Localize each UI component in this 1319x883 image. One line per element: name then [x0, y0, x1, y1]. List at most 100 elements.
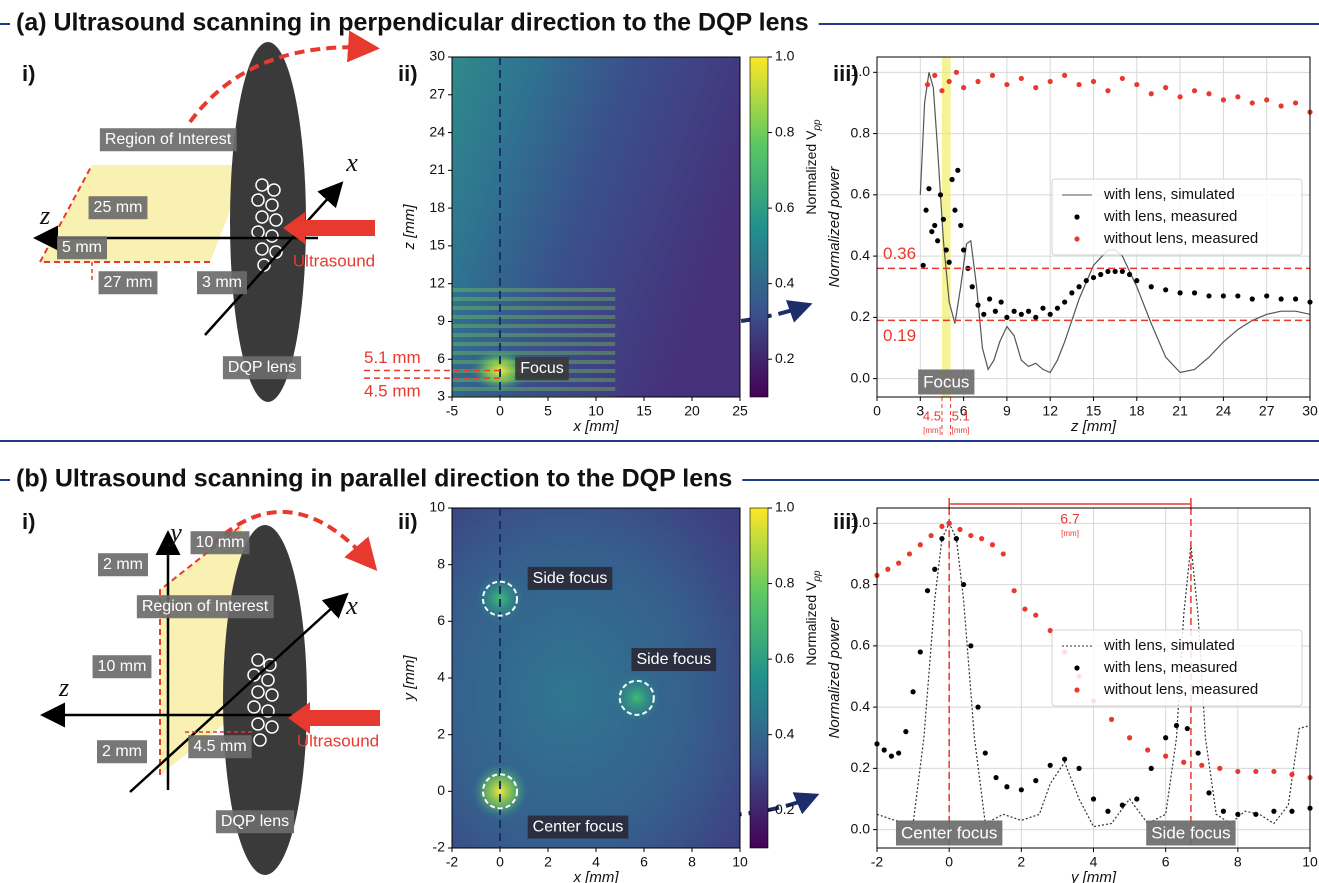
diagram-label: DQP lens: [228, 359, 296, 376]
data-point: [1253, 811, 1259, 817]
data-point: [946, 78, 952, 85]
data-point: [1076, 765, 1082, 771]
data-point: [1083, 278, 1089, 284]
diagram-label: 5 mm: [62, 239, 102, 256]
diagram-label: 27 mm: [104, 274, 153, 291]
legend-box: [1051, 178, 1303, 256]
y-axis-label: Normalized power: [826, 617, 843, 739]
data-point: [1206, 790, 1212, 796]
data-point: [1220, 293, 1226, 299]
data-point: [943, 247, 949, 253]
data-point: [975, 302, 981, 308]
highlight-label: 4.5: [923, 408, 941, 423]
x-tick-label: 8: [1234, 854, 1242, 870]
data-point: [881, 747, 887, 753]
data-point: [958, 222, 964, 229]
y-tick-label: 0.6: [851, 186, 871, 202]
data-point: [1264, 293, 1270, 299]
data-point: [961, 581, 967, 588]
data-point: [888, 753, 895, 759]
data-point: [1062, 72, 1068, 78]
label-box: [197, 271, 247, 295]
focus-marker: [618, 679, 655, 716]
data-point: [953, 536, 959, 542]
label-box: [88, 196, 148, 220]
colorbar-tick-label: 0.6: [775, 199, 795, 215]
data-point: [1220, 808, 1226, 814]
data-point: [1047, 627, 1053, 634]
legend-label: without lens, measured: [1103, 230, 1258, 247]
data-point: [955, 167, 961, 173]
diagram-label: 2 mm: [102, 743, 142, 760]
subpanel-label: i): [22, 61, 35, 86]
y-axis-label: y [mm]: [401, 655, 418, 702]
data-point: [979, 536, 985, 542]
data-point: [1289, 771, 1295, 778]
label-box: [97, 740, 147, 764]
data-point: [1264, 97, 1270, 103]
colorbar: [749, 56, 769, 398]
data-point: [969, 284, 975, 290]
data-point: [1047, 311, 1053, 317]
data-point: [989, 72, 996, 78]
data-point: [982, 750, 988, 756]
diagram-label: z: [58, 673, 69, 702]
data-point: [1119, 268, 1125, 275]
data-point: [968, 532, 974, 539]
colorbar-label-main: Normalized V: [803, 581, 819, 666]
y-tick-label: 0.4: [851, 247, 871, 263]
data-point: [961, 85, 967, 91]
data-point: [917, 542, 923, 548]
data-point: [939, 88, 945, 94]
x-tick-label: 3: [916, 403, 924, 419]
data-point: [1040, 305, 1046, 311]
data-point: [1004, 314, 1010, 320]
x-tick-label: 5: [544, 403, 552, 419]
data-point: [961, 247, 967, 253]
distance-label: 6.7: [1060, 511, 1080, 527]
legend-label: with lens, simulated: [1103, 186, 1235, 203]
colorbar-label-sub: pp: [812, 119, 823, 132]
data-point: [1069, 290, 1075, 296]
y-tick-label: 0.2: [851, 759, 871, 775]
data-point: [1076, 81, 1082, 88]
label-box: [98, 553, 148, 577]
data-point: [939, 523, 945, 529]
data-point: [1235, 94, 1241, 100]
data-point: [1112, 268, 1118, 275]
data-point: [1199, 762, 1205, 768]
data-point: [1177, 290, 1183, 296]
data-point: [998, 299, 1004, 305]
data-point: [1011, 308, 1017, 314]
label-box: [190, 531, 250, 555]
highlight-unit: [mm]: [952, 426, 970, 435]
x-tick-label: 0: [873, 403, 881, 419]
x-tick-label: -2: [871, 854, 884, 870]
focus-marker: [482, 773, 518, 810]
y-tick-label: 21: [429, 161, 445, 177]
x-tick-label: 8: [688, 854, 696, 870]
diagram-label: x: [345, 148, 358, 177]
data-point: [975, 704, 981, 710]
y-tick-label: 27: [429, 85, 445, 101]
data-point: [1278, 296, 1284, 302]
data-point: [992, 308, 998, 314]
diagram-label: 2 mm: [103, 556, 143, 573]
data-point: [1047, 78, 1053, 85]
focus-marker: [482, 580, 518, 617]
colorbar-tick-label: 0.4: [775, 725, 795, 741]
colorbar-tick-label: 0.8: [775, 123, 795, 139]
legend-label: with lens, measured: [1103, 208, 1237, 225]
data-point: [1033, 85, 1039, 91]
data-point: [1271, 768, 1277, 775]
diagram-label: Region of Interest: [105, 131, 232, 148]
focus-label: 4.5 mm: [364, 382, 421, 401]
data-point: [1004, 81, 1010, 88]
reference-label: 0.19: [883, 326, 916, 345]
legend-label: without lens, measured: [1103, 681, 1258, 698]
y-tick-label: -2: [433, 839, 446, 855]
data-point: [949, 176, 955, 183]
reference-label: 0.36: [883, 244, 916, 263]
data-point: [1098, 271, 1104, 278]
data-point: [1033, 778, 1039, 784]
